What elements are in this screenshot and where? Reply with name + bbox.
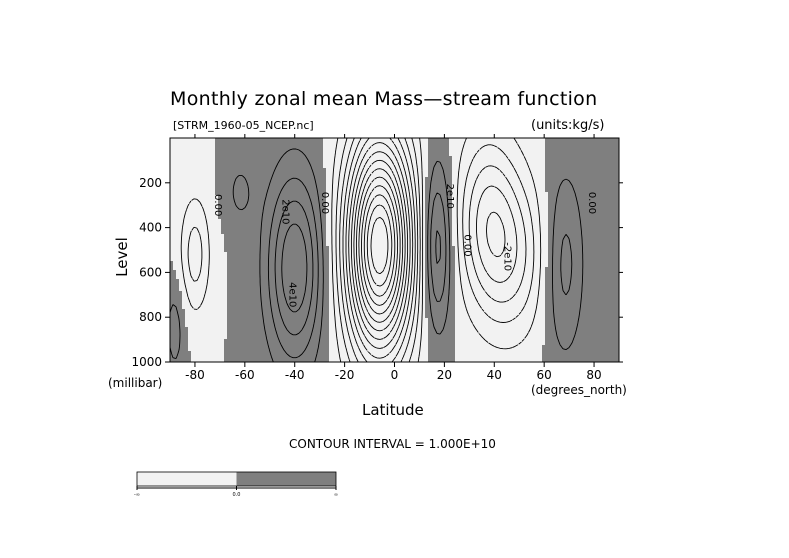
x-tick-label: 0	[391, 368, 399, 382]
contour-label: 4e10	[287, 282, 298, 307]
x-tick-label: -80	[185, 368, 205, 382]
y-tick-label: 600	[139, 265, 162, 279]
contour-label: 2e10	[279, 199, 290, 224]
y-tick-label: 400	[139, 221, 162, 235]
contour-line	[361, 185, 399, 306]
contour-line	[345, 138, 506, 359]
x-tick-label: 40	[487, 368, 502, 382]
contour-labels: 2e10 4e10 0.00 -2e10 2e10 0.00 0.00 0.00	[212, 184, 597, 308]
legend-tick-label: -∞	[134, 492, 140, 498]
contour-line	[339, 138, 527, 362]
x-tick-label: 80	[586, 368, 601, 382]
legend-swatch	[236, 472, 336, 486]
legend-tick-label: 0.0	[233, 492, 241, 498]
fill-legend-bar: -∞ 0.0 ∞	[134, 471, 338, 498]
y-tick-label: 1000	[131, 355, 162, 369]
y-tick-label: 200	[139, 176, 162, 190]
contour-interval-label: CONTOUR INTERVAL = 1.000E+10	[289, 437, 496, 451]
x-tick-label: -60	[235, 368, 255, 382]
legend-tick-label: ∞	[334, 492, 338, 498]
y-axis-title: Level	[113, 237, 131, 277]
x-tick-label: 60	[537, 368, 552, 382]
contour-line	[363, 194, 396, 297]
contour-line	[342, 138, 518, 362]
contour-label: 0.00	[461, 234, 472, 256]
contour-label: 2e10	[444, 184, 455, 209]
contour-line	[267, 177, 573, 359]
contour-line	[355, 168, 404, 323]
contour-label: -2e10	[501, 242, 512, 271]
y-axis-ticks: 200 400 600 800 1000	[131, 176, 623, 369]
contour-fill-layer	[170, 138, 619, 362]
y-axis-unit: (millibar)	[108, 376, 163, 390]
x-tick-label: -20	[335, 368, 355, 382]
x-axis-ticks: -80 -60 -40 -20 0 20 40 60 80	[185, 134, 602, 382]
contour-line	[353, 159, 406, 332]
contour-line	[274, 200, 441, 336]
x-axis-title: Latitude	[362, 401, 424, 419]
contour-line-layer	[170, 138, 584, 362]
legend-swatch	[137, 472, 237, 486]
contour-line	[350, 151, 409, 340]
contour-line	[187, 138, 535, 362]
contour-line	[180, 138, 542, 362]
file-label: [STRM_1960-05_NCEP.nc]	[173, 119, 314, 132]
contour-line	[170, 148, 584, 362]
x-axis-unit: (degrees_north)	[531, 383, 627, 397]
x-tick-label: -40	[285, 368, 305, 382]
contour-line	[281, 223, 308, 313]
contour-line	[348, 142, 411, 349]
contour-line	[370, 216, 389, 275]
contour-label: 0.00	[212, 194, 223, 216]
contour-line	[358, 176, 401, 315]
y-tick-label: 800	[139, 310, 162, 324]
contour-line	[366, 204, 393, 287]
contour-label: 0.00	[319, 192, 330, 214]
contour-label: 0.00	[586, 192, 597, 214]
units-label: (units:kg/s)	[531, 118, 605, 133]
x-tick-label: 20	[437, 368, 452, 382]
chart-title: Monthly zonal mean Mass—stream function	[170, 88, 598, 110]
